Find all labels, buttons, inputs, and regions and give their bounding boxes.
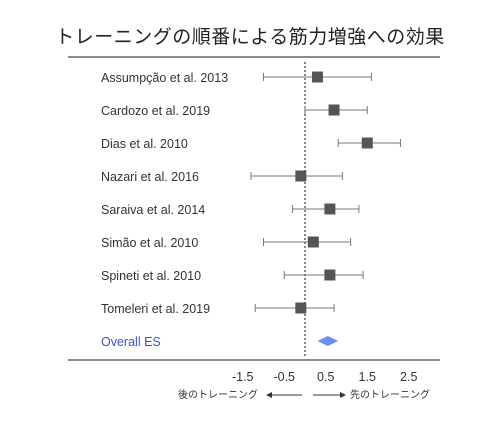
effect-size-marker xyxy=(324,269,336,281)
overall-diamond xyxy=(317,336,339,346)
x-tick-label: 1.5 xyxy=(359,370,376,384)
x-tick-label: 2.5 xyxy=(400,370,417,384)
effect-size-marker xyxy=(361,137,373,149)
study-label: Tomeleri et al. 2019 xyxy=(101,302,210,316)
x-tick-label: -0.5 xyxy=(273,370,295,384)
overall-label: Overall ES xyxy=(101,335,161,349)
direction-label-left: 後のトレーニング xyxy=(178,388,258,401)
effect-size-marker xyxy=(295,302,307,314)
effect-size-marker xyxy=(324,203,336,215)
x-tick-label: -1.5 xyxy=(232,370,254,384)
arrow-right-head xyxy=(340,392,346,398)
effect-size-marker xyxy=(311,71,323,83)
study-label: Nazari et al. 2016 xyxy=(101,170,199,184)
study-label: Assumpção et al. 2013 xyxy=(101,71,228,85)
study-label: Saraiva et al. 2014 xyxy=(101,203,205,217)
study-label: Cardozo et al. 2019 xyxy=(101,104,210,118)
chart-title: トレーニングの順番による筋力増強への効果 xyxy=(55,26,445,48)
study-label: Spineti et al. 2010 xyxy=(101,269,201,283)
study-label: Dias et al. 2010 xyxy=(101,137,188,151)
direction-label-right: 先のトレーニング xyxy=(350,388,430,401)
study-label: Simão et al. 2010 xyxy=(101,236,198,250)
x-tick-label: 0.5 xyxy=(317,370,334,384)
effect-size-marker xyxy=(328,104,340,116)
effect-size-marker xyxy=(307,236,319,248)
effect-size-marker xyxy=(295,170,307,182)
arrow-left-head xyxy=(266,392,272,398)
